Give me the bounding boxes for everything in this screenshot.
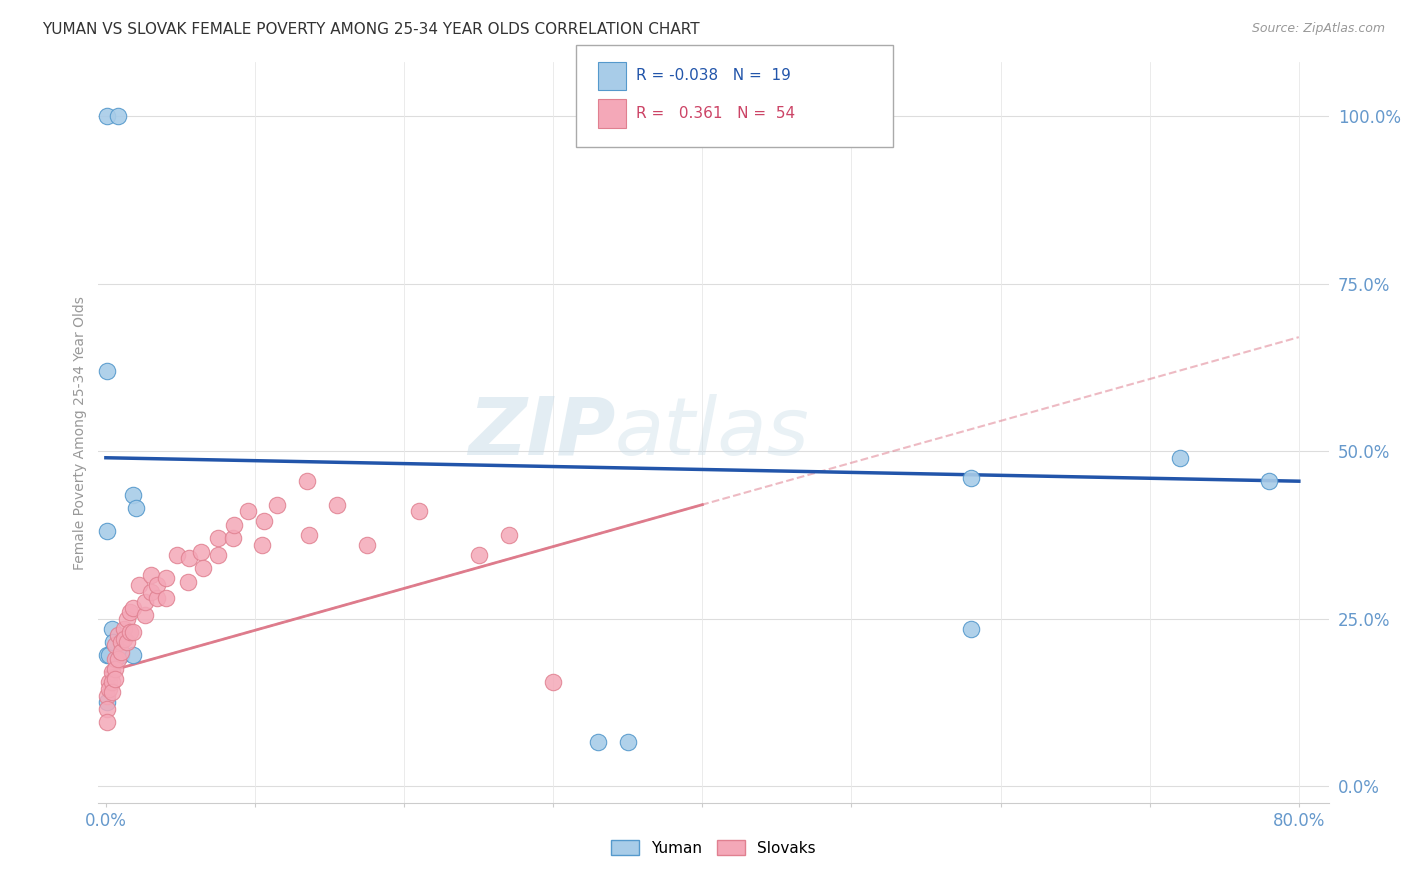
- Text: atlas: atlas: [616, 393, 810, 472]
- Point: [1168, 450, 1191, 465]
- Point: [110, 648, 132, 663]
- Point: [959, 622, 981, 636]
- Text: YUMAN VS SLOVAK FEMALE POVERTY AMONG 25-34 YEAR OLDS CORRELATION CHART: YUMAN VS SLOVAK FEMALE POVERTY AMONG 25-…: [42, 22, 700, 37]
- Point: [121, 601, 143, 615]
- Point: [959, 471, 981, 485]
- Point: [139, 584, 162, 599]
- Y-axis label: Female Poverty Among 25-34 Year Olds: Female Poverty Among 25-34 Year Olds: [73, 295, 87, 570]
- Point: [96, 702, 118, 716]
- Point: [104, 662, 127, 676]
- Point: [408, 504, 430, 518]
- Point: [207, 531, 229, 545]
- Point: [96, 715, 118, 730]
- Point: [96, 109, 118, 123]
- Point: [97, 681, 120, 696]
- Point: [191, 561, 214, 575]
- Point: [125, 501, 148, 516]
- Point: [104, 638, 127, 652]
- Point: [104, 672, 127, 686]
- Point: [107, 628, 129, 642]
- Legend: Yuman, Slovaks: Yuman, Slovaks: [605, 834, 823, 862]
- Point: [236, 504, 259, 518]
- Point: [112, 622, 135, 636]
- Point: [101, 665, 124, 680]
- Text: R = -0.038   N =  19: R = -0.038 N = 19: [636, 69, 790, 83]
- Point: [179, 551, 201, 566]
- Point: [190, 544, 212, 558]
- Point: [97, 648, 120, 663]
- Point: [177, 574, 200, 589]
- Point: [134, 608, 156, 623]
- Point: [112, 632, 135, 646]
- Point: [253, 515, 276, 529]
- Point: [110, 635, 132, 649]
- Point: [221, 531, 243, 545]
- Text: R =   0.361   N =  54: R = 0.361 N = 54: [636, 106, 794, 120]
- Point: [97, 675, 120, 690]
- Point: [326, 498, 349, 512]
- Text: ZIP: ZIP: [468, 393, 616, 472]
- Point: [115, 635, 138, 649]
- Point: [110, 645, 132, 659]
- Point: [252, 538, 274, 552]
- Point: [96, 648, 118, 663]
- Point: [467, 548, 489, 562]
- Point: [96, 695, 118, 709]
- Point: [224, 517, 246, 532]
- Point: [541, 675, 564, 690]
- Point: [96, 364, 118, 378]
- Point: [145, 578, 167, 592]
- Point: [121, 648, 143, 663]
- Point: [266, 498, 288, 512]
- Point: [134, 595, 156, 609]
- Point: [118, 624, 141, 639]
- Point: [166, 548, 188, 562]
- Point: [356, 538, 378, 552]
- Point: [107, 652, 129, 666]
- Point: [617, 735, 640, 749]
- Point: [145, 591, 167, 606]
- Point: [155, 571, 177, 585]
- Point: [586, 735, 609, 749]
- Point: [101, 675, 124, 690]
- Point: [155, 591, 177, 606]
- Point: [207, 548, 229, 562]
- Point: [498, 528, 520, 542]
- Point: [139, 568, 162, 582]
- Point: [101, 685, 124, 699]
- Point: [118, 605, 141, 619]
- Point: [104, 652, 127, 666]
- Point: [121, 487, 143, 501]
- Point: [96, 524, 118, 539]
- Text: Source: ZipAtlas.com: Source: ZipAtlas.com: [1251, 22, 1385, 36]
- Point: [1258, 474, 1281, 488]
- Point: [101, 622, 124, 636]
- Point: [128, 578, 150, 592]
- Point: [107, 109, 129, 123]
- Point: [115, 611, 138, 625]
- Point: [121, 624, 143, 639]
- Point: [295, 474, 318, 488]
- Point: [298, 528, 321, 542]
- Point: [96, 689, 118, 703]
- Point: [103, 635, 125, 649]
